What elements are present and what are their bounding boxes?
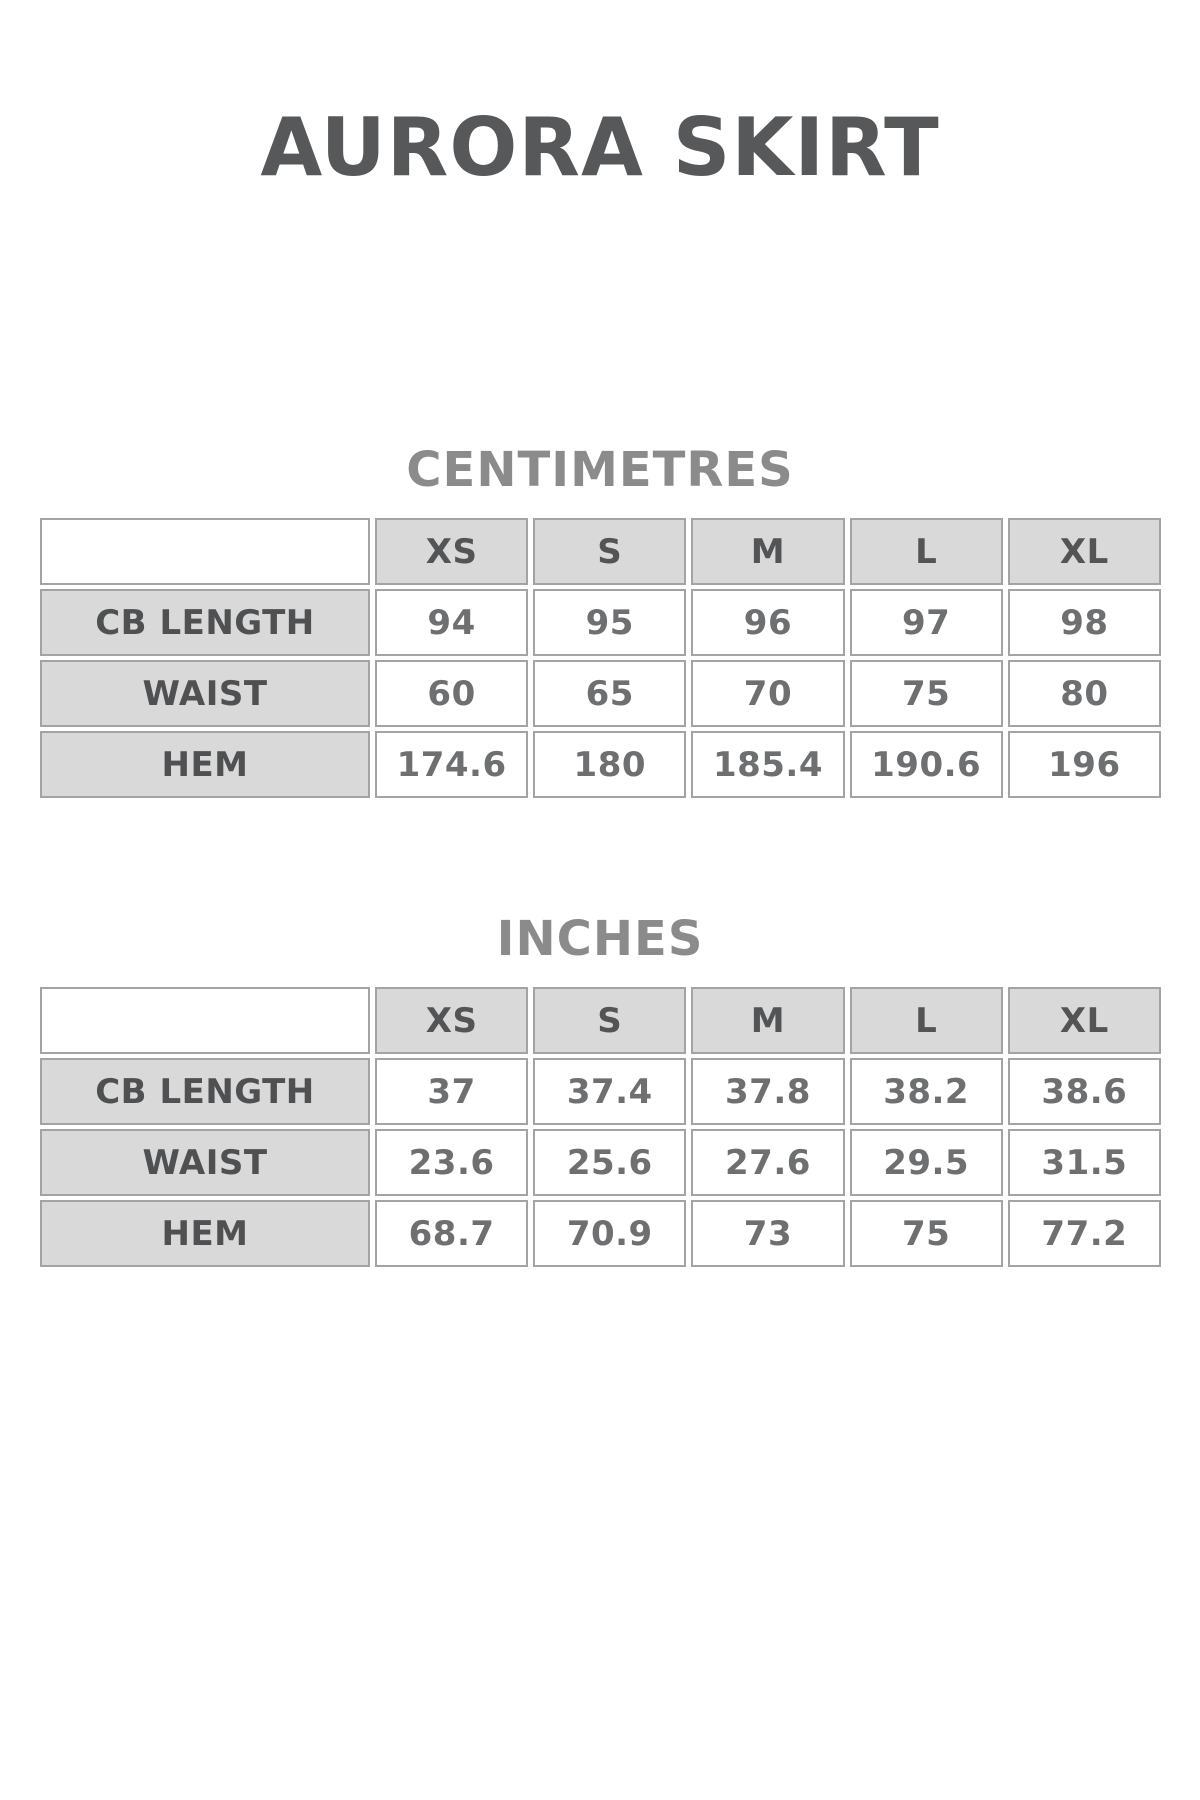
inches-size-table: XS S M L XL CB LENGTH 37 37.4 37.8 38.2 … [35,983,1166,1271]
value-cell: 196 [1007,731,1161,798]
value-cell: 95 [533,589,687,656]
size-header-m: M [691,518,845,585]
value-cell: 65 [533,660,687,727]
centimetres-size-table: XS S M L XL CB LENGTH 94 95 96 97 98 WAI… [35,514,1166,802]
value-cell: 37.4 [533,1058,687,1125]
value-cell: 23.6 [375,1129,529,1196]
corner-cell [40,518,370,585]
value-cell: 94 [375,589,529,656]
value-cell: 77.2 [1007,1200,1161,1267]
value-cell: 80 [1007,660,1161,727]
row-label: HEM [40,1200,370,1267]
value-cell: 31.5 [1007,1129,1161,1196]
value-cell: 29.5 [849,1129,1003,1196]
value-cell: 37.8 [691,1058,845,1125]
value-cell: 174.6 [375,731,529,798]
table-row-cb-length: CB LENGTH 94 95 96 97 98 [40,589,1161,656]
value-cell: 60 [375,660,529,727]
value-cell: 70.9 [533,1200,687,1267]
row-label: HEM [40,731,370,798]
size-header-xl: XL [1007,987,1161,1054]
row-label: WAIST [40,660,370,727]
value-cell: 185.4 [691,731,845,798]
value-cell: 25.6 [533,1129,687,1196]
table-row-hem: HEM 174.6 180 185.4 190.6 196 [40,731,1161,798]
table-row-waist: WAIST 60 65 70 75 80 [40,660,1161,727]
value-cell: 37 [375,1058,529,1125]
row-label: WAIST [40,1129,370,1196]
row-label: CB LENGTH [40,1058,370,1125]
value-cell: 73 [691,1200,845,1267]
value-cell: 70 [691,660,845,727]
value-cell: 38.6 [1007,1058,1161,1125]
size-header-s: S [533,987,687,1054]
centimetres-table: XS S M L XL CB LENGTH 94 95 96 97 98 WAI… [35,514,1166,802]
row-label: CB LENGTH [40,589,370,656]
size-header-xs: XS [375,987,529,1054]
header-row: XS S M L XL [40,987,1161,1054]
page-title: AURORA SKIRT [260,101,940,194]
size-header-l: L [849,518,1003,585]
value-cell: 96 [691,589,845,656]
size-header-xl: XL [1007,518,1161,585]
header-row: XS S M L XL [40,518,1161,585]
value-cell: 190.6 [849,731,1003,798]
size-header-xs: XS [375,518,529,585]
size-header-l: L [849,987,1003,1054]
table-row-waist: WAIST 23.6 25.6 27.6 29.5 31.5 [40,1129,1161,1196]
value-cell: 68.7 [375,1200,529,1267]
value-cell: 75 [849,1200,1003,1267]
size-header-s: S [533,518,687,585]
corner-cell [40,987,370,1054]
value-cell: 97 [849,589,1003,656]
table-row-hem: HEM 68.7 70.9 73 75 77.2 [40,1200,1161,1267]
value-cell: 38.2 [849,1058,1003,1125]
value-cell: 180 [533,731,687,798]
inches-heading: INCHES [496,911,704,967]
centimetres-heading: CENTIMETRES [406,442,794,498]
inches-table: XS S M L XL CB LENGTH 37 37.4 37.8 38.2 … [35,983,1166,1271]
value-cell: 98 [1007,589,1161,656]
size-header-m: M [691,987,845,1054]
table-row-cb-length: CB LENGTH 37 37.4 37.8 38.2 38.6 [40,1058,1161,1125]
value-cell: 75 [849,660,1003,727]
value-cell: 27.6 [691,1129,845,1196]
